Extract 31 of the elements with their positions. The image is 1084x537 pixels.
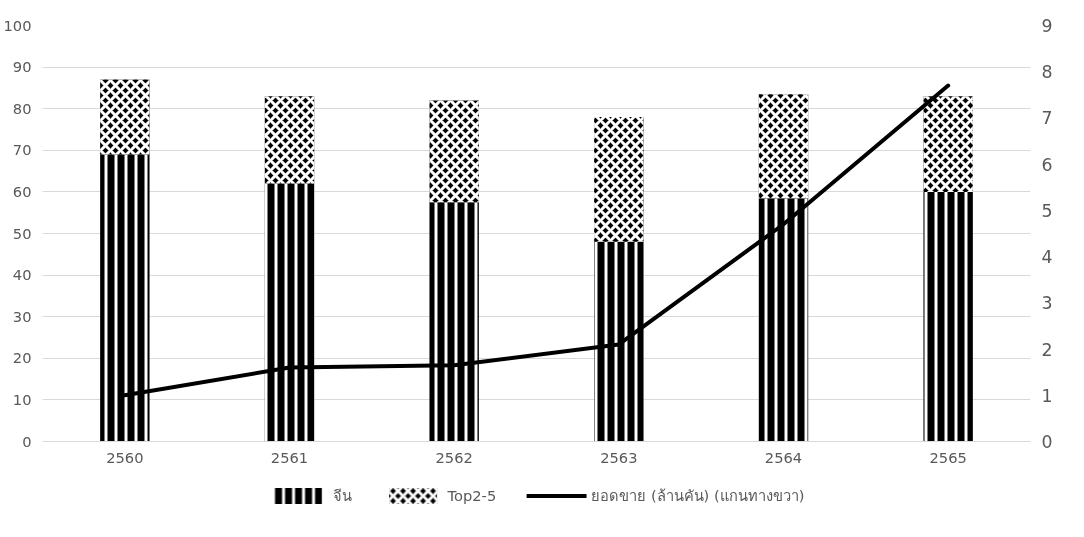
y2-tick-label: 0 [1041, 432, 1053, 452]
y-tick-label: 10 [12, 390, 32, 408]
y-tick-label: 30 [12, 307, 32, 325]
y-tick-label: 70 [12, 141, 32, 159]
y-tick-label: 0 [22, 432, 32, 450]
y2-tick-label: 7 [1041, 108, 1053, 129]
y2-tick-label: 5 [1041, 200, 1053, 221]
y2-tick-label: 2 [1041, 339, 1053, 360]
y-tick-label: 50 [12, 224, 32, 242]
y-tick-label: 40 [12, 266, 32, 284]
x-tick-label: 2560 [106, 448, 144, 466]
x-tick-label: 2561 [270, 448, 309, 466]
legend-label: Top2-5 [447, 486, 497, 504]
y2-tick-label: 1 [1041, 385, 1053, 406]
legend-label: ยอดขาย (ล้านคัน) (แกนทางขวา) [591, 485, 805, 506]
y2-tick-label: 9 [1041, 16, 1053, 36]
y-tick-label: 80 [12, 99, 32, 117]
x-tick-label: 2565 [929, 448, 967, 466]
x-tick-label: 2563 [600, 448, 638, 466]
y2-tick-label: 8 [1041, 62, 1053, 83]
legend-label: จีน [332, 485, 353, 506]
x-tick-label: 2564 [764, 448, 803, 466]
y-tick-label: 20 [12, 349, 32, 367]
x-tick-label: 2562 [435, 448, 473, 466]
y2-tick-label: 4 [1041, 247, 1053, 268]
line-series [122, 83, 951, 398]
y-tick-label: 100 [3, 16, 32, 34]
y2-tick-label: 3 [1041, 293, 1053, 314]
y-tick-label: 90 [12, 58, 32, 76]
y2-tick-label: 6 [1041, 154, 1053, 175]
y-tick-label: 60 [12, 182, 32, 200]
